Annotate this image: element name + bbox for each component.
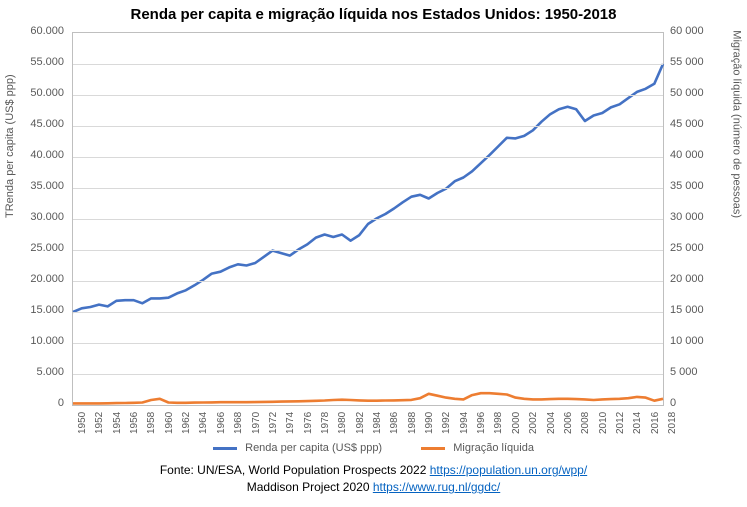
gridline: [73, 126, 663, 127]
gridline: [73, 374, 663, 375]
y-left-labels: 05.00010.00015.00020.00025.00030.00035.0…: [18, 32, 68, 394]
chart-container: Renda per capita e migração líquida nos …: [0, 0, 747, 507]
source-link1[interactable]: https://population.un.org/wpp/: [430, 463, 587, 477]
legend-item-migracao: Migração líquida: [421, 442, 534, 454]
y-left-tick: 35.000: [18, 181, 64, 192]
x-tick: 2014: [632, 412, 643, 434]
x-tick: 1982: [355, 412, 366, 434]
gridline: [73, 219, 663, 220]
y-right-tick: 45 000: [670, 119, 704, 130]
y-right-tick: 50 000: [670, 88, 704, 99]
source-line2-prefix: Maddison Project 2020: [247, 480, 373, 494]
series-line: [73, 393, 663, 403]
x-tick: 1954: [112, 412, 123, 434]
y-right-tick: 35 000: [670, 181, 704, 192]
x-tick: 1960: [164, 412, 175, 434]
y-left-tick: 10.000: [18, 336, 64, 347]
x-tick: 1978: [320, 412, 331, 434]
x-tick: 1992: [441, 412, 452, 434]
gridline: [73, 281, 663, 282]
y-left-tick: 30.000: [18, 212, 64, 223]
x-tick: 2004: [546, 412, 557, 434]
gridline: [73, 343, 663, 344]
x-tick: 1962: [181, 412, 192, 434]
y-left-tick: 0: [18, 398, 64, 409]
x-tick: 1988: [407, 412, 418, 434]
legend-swatch-migracao: [421, 447, 445, 450]
x-tick: 2002: [528, 412, 539, 434]
x-tick: 2006: [563, 412, 574, 434]
x-tick: 1968: [233, 412, 244, 434]
legend-item-renda: Renda per capita (US$ ppp): [213, 442, 382, 454]
y-right-axis-title: Migração líquida (número de pessoas): [731, 30, 743, 218]
x-tick: 1998: [493, 412, 504, 434]
y-right-tick: 55 000: [670, 57, 704, 68]
y-right-tick: 30 000: [670, 212, 704, 223]
legend: Renda per capita (US$ ppp) Migração líqu…: [0, 442, 747, 454]
x-tick: 2016: [650, 412, 661, 434]
x-tick: 2012: [615, 412, 626, 434]
x-tick: 1976: [303, 412, 314, 434]
x-tick: 1994: [459, 412, 470, 434]
source-line1-prefix: Fonte: UN/ESA, World Population Prospect…: [160, 463, 430, 477]
x-tick: 1984: [372, 412, 383, 434]
legend-swatch-renda: [213, 447, 237, 450]
y-left-tick: 20.000: [18, 274, 64, 285]
gridline: [73, 312, 663, 313]
x-axis-labels: 1950 1952 1954 1956 1958 1960 1962 1964 1966 1968…: [72, 406, 662, 446]
x-tick: 1952: [94, 412, 105, 434]
x-tick: 1958: [146, 412, 157, 434]
y-left-tick: 40.000: [18, 150, 64, 161]
legend-label-migracao: Migração líquida: [453, 442, 534, 454]
legend-label-renda: Renda per capita (US$ ppp): [245, 442, 382, 454]
y-left-tick: 55.000: [18, 57, 64, 68]
gridline: [73, 157, 663, 158]
gridline: [73, 250, 663, 251]
y-left-axis-title: TRenda per capita (US$ ppp): [4, 74, 16, 218]
gridline: [73, 188, 663, 189]
y-left-tick: 45.000: [18, 119, 64, 130]
source-link2[interactable]: https://www.rug.nl/ggdc/: [373, 480, 500, 494]
x-tick: 1996: [476, 412, 487, 434]
x-tick: 1986: [389, 412, 400, 434]
y-right-labels: 05 00010 00015 00020 00025 00030 00035 0…: [666, 32, 716, 394]
x-tick: 1970: [251, 412, 262, 434]
y-right-tick: 15 000: [670, 305, 704, 316]
y-left-tick: 15.000: [18, 305, 64, 316]
x-tick: 1972: [268, 412, 279, 434]
x-tick: 1974: [285, 412, 296, 434]
x-tick: 1964: [198, 412, 209, 434]
x-tick: 2010: [598, 412, 609, 434]
gridline: [73, 95, 663, 96]
x-tick: 1966: [216, 412, 227, 434]
x-tick: 2008: [580, 412, 591, 434]
y-right-tick: 40 000: [670, 150, 704, 161]
chart-title: Renda per capita e migração líquida nos …: [0, 0, 747, 23]
y-right-tick: 0: [670, 398, 676, 409]
plot-area: [72, 32, 664, 406]
x-tick: 1990: [424, 412, 435, 434]
y-right-tick: 5 000: [670, 367, 698, 378]
x-tick: 1980: [337, 412, 348, 434]
source-text: Fonte: UN/ESA, World Population Prospect…: [0, 462, 747, 497]
x-tick: 1956: [129, 412, 140, 434]
x-tick: 2000: [511, 412, 522, 434]
x-tick: 2018: [667, 412, 678, 434]
y-right-tick: 10 000: [670, 336, 704, 347]
gridline: [73, 64, 663, 65]
x-tick: 1950: [77, 412, 88, 434]
y-right-tick: 20 000: [670, 274, 704, 285]
y-left-tick: 60.000: [18, 26, 64, 37]
y-right-tick: 25 000: [670, 243, 704, 254]
y-left-tick: 25.000: [18, 243, 64, 254]
y-left-tick: 50.000: [18, 88, 64, 99]
y-right-tick: 60 000: [670, 26, 704, 37]
y-left-tick: 5.000: [18, 367, 64, 378]
